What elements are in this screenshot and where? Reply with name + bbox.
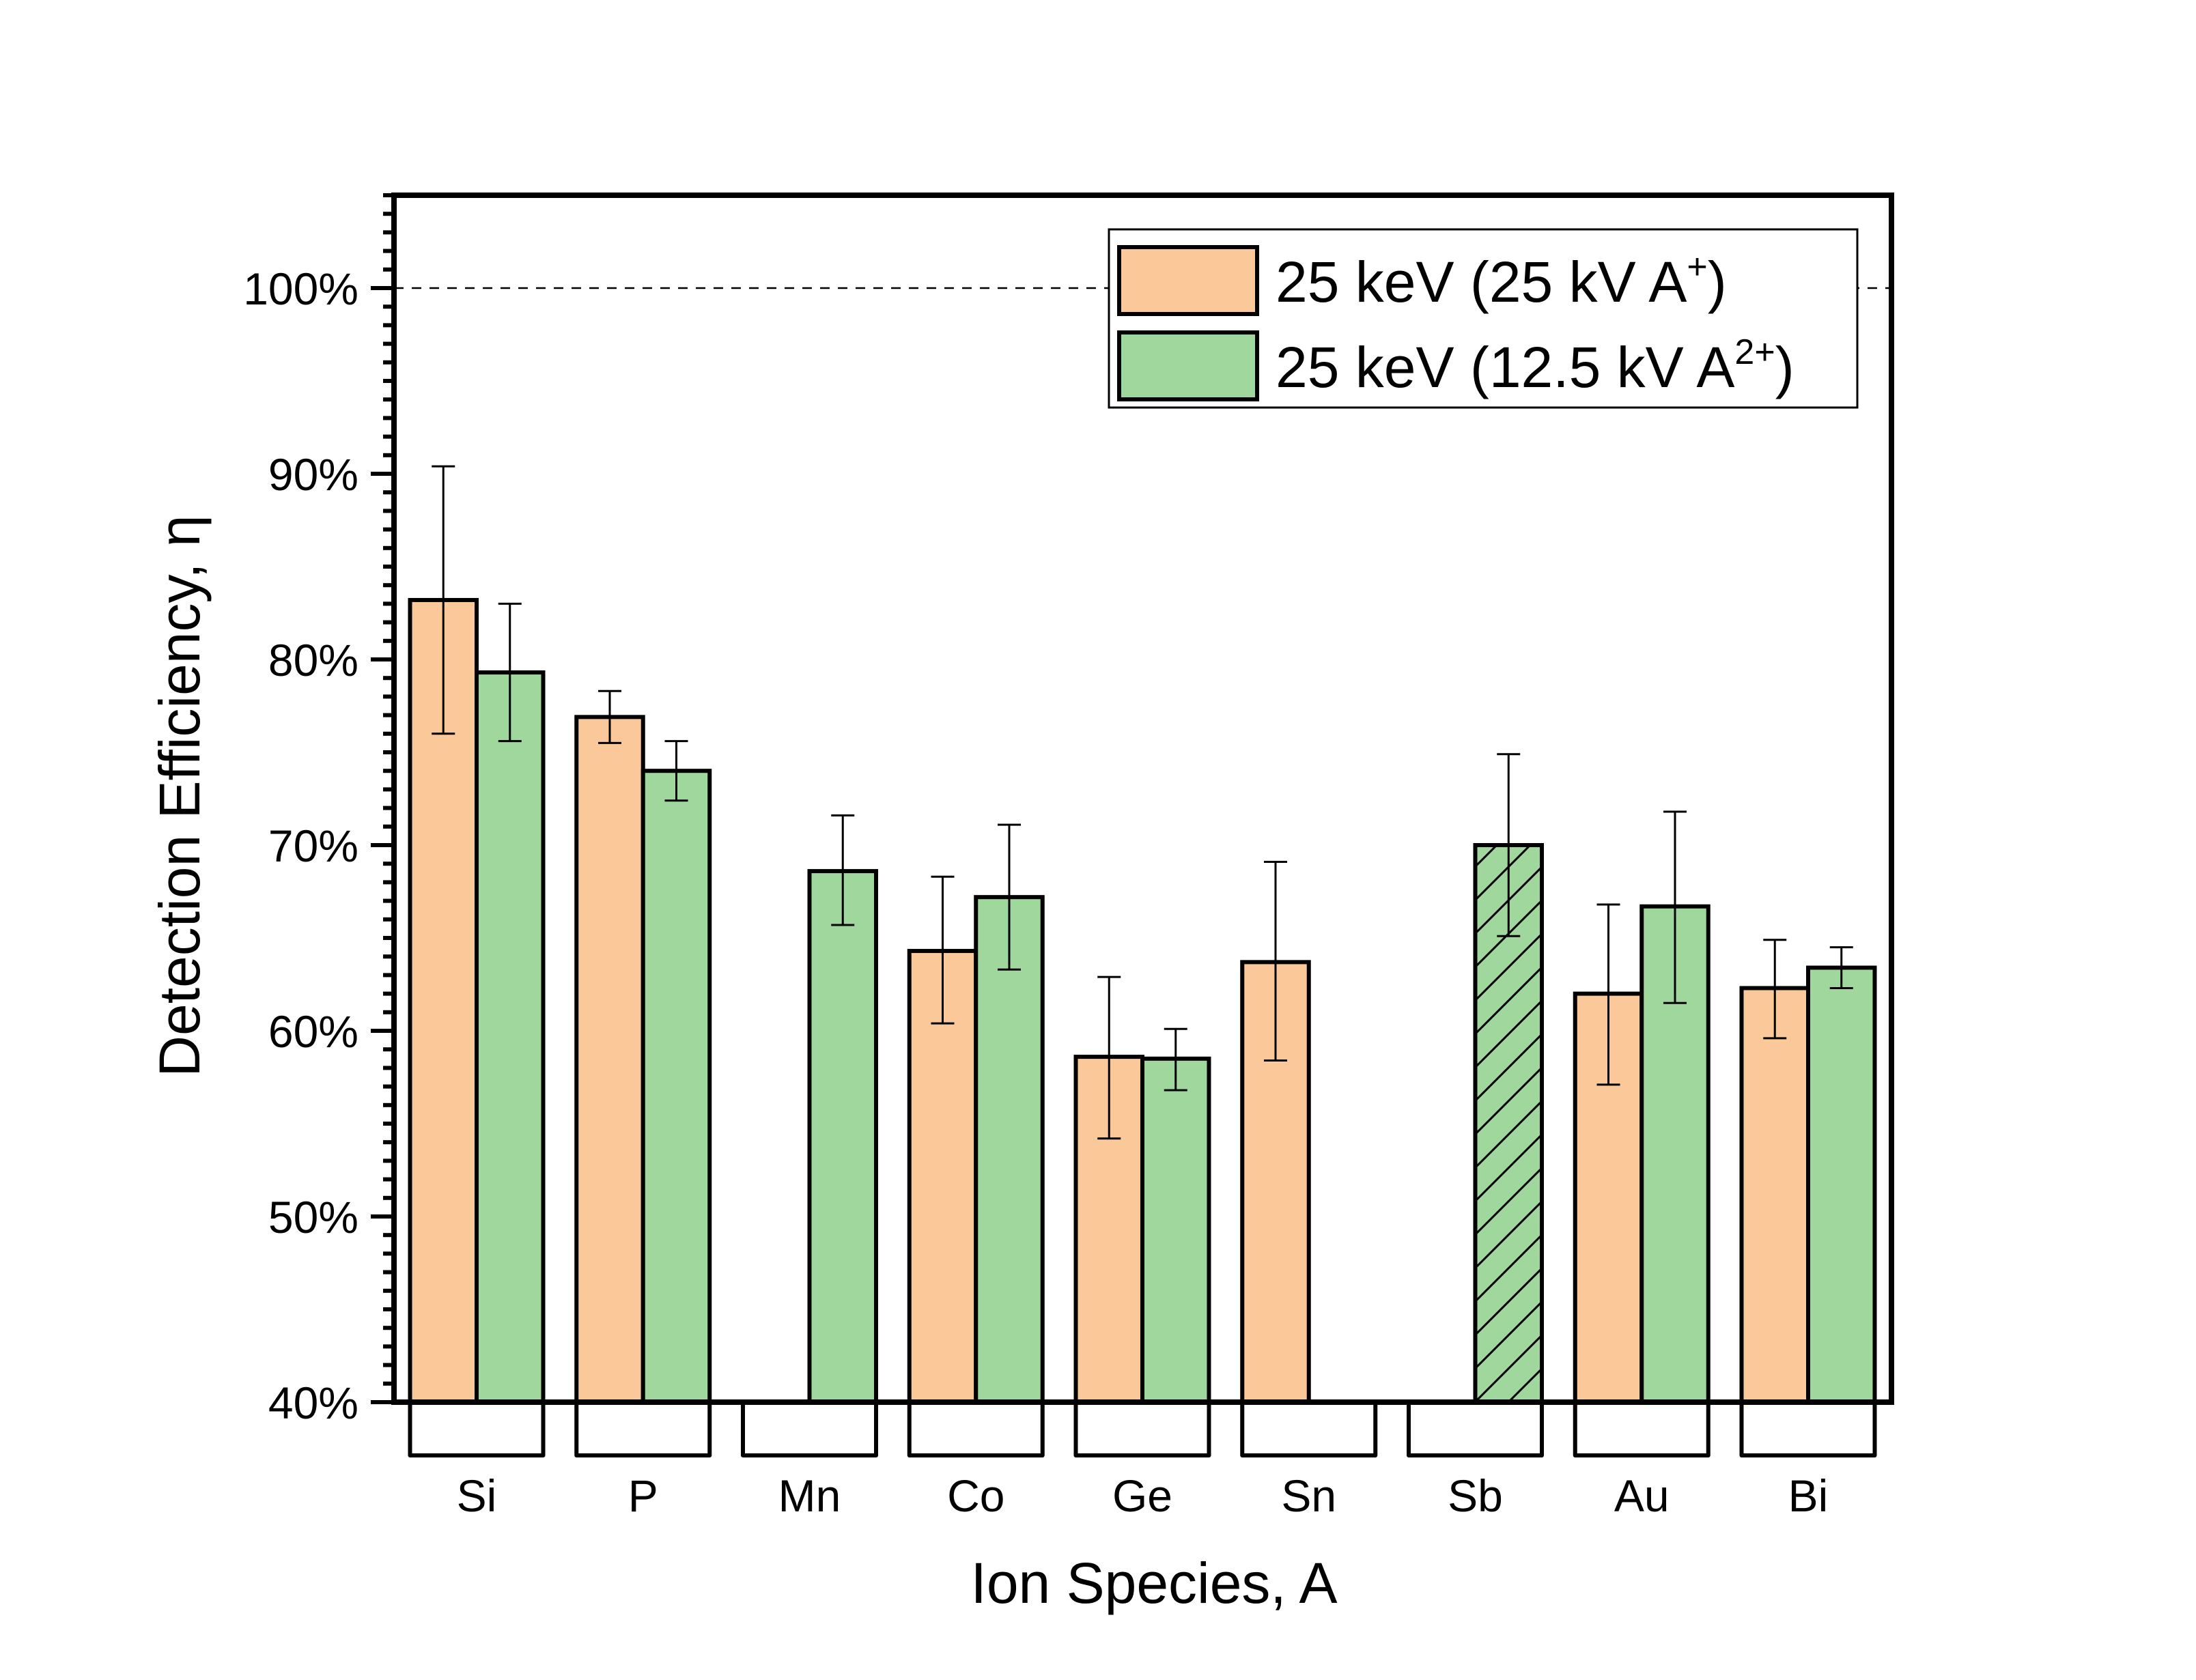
x-category-bracket <box>1240 1402 1378 1457</box>
legend-label-series-2: 25 keV (12.5 kV A2+) <box>1276 332 1794 399</box>
error-bar-au-series-1 <box>1596 903 1620 1086</box>
y-tick-label: 50% <box>268 1192 358 1242</box>
x-category-bracket <box>907 1402 1045 1457</box>
x-tick-label-p: P <box>628 1470 658 1521</box>
bar-ge-series-2 <box>1140 1056 1211 1405</box>
error-bar-p-series-1 <box>598 689 621 744</box>
y-axis: 40% 50% 60% 70% 80% 90% 100% <box>243 193 394 1428</box>
bar-sn-series-1 <box>1240 960 1311 1404</box>
legend-swatch-series-2 <box>1117 330 1259 401</box>
x-category-bracket <box>1073 1402 1211 1457</box>
error-bar-p-series-2 <box>664 740 688 802</box>
x-category-bracket <box>741 1402 878 1457</box>
x-category-bracket <box>1573 1402 1711 1457</box>
x-category-bracket <box>408 1402 546 1457</box>
x-category-bracket <box>1739 1402 1877 1457</box>
x-tick-label-sb: Sb <box>1448 1470 1503 1521</box>
y-tick-label: 60% <box>268 1006 358 1057</box>
y-tick-label: 40% <box>268 1378 358 1428</box>
bar-si-series-2 <box>475 670 546 1404</box>
x-category-bracket <box>574 1402 712 1457</box>
bar-bi-series-2 <box>1806 965 1877 1404</box>
x-tick-label-ge: Ge <box>1112 1470 1172 1521</box>
x-tick-label-au: Au <box>1614 1470 1670 1521</box>
error-bar-ge-series-2 <box>1164 1027 1187 1092</box>
x-axis: Si P Mn Co Ge Sn Sb Au Bi <box>408 1402 1877 1521</box>
error-bar-co-series-2 <box>998 823 1021 971</box>
error-bars-layer <box>432 465 1853 1140</box>
error-bar-si-series-2 <box>498 602 522 743</box>
error-bar-mn-series-2 <box>831 814 855 926</box>
error-bar-au-series-2 <box>1663 810 1687 1004</box>
bar-co-series-2 <box>974 895 1045 1405</box>
error-bar-ge-series-1 <box>1097 976 1121 1140</box>
y-tick-label: 80% <box>268 635 358 685</box>
bar-p-series-2 <box>640 769 712 1404</box>
error-bar-sb-series-2 <box>1497 753 1521 937</box>
legend-label-series-1: 25 keV (25 kV A+) <box>1276 247 1727 314</box>
x-tick-label-mn: Mn <box>778 1470 841 1521</box>
y-tick-label: 90% <box>268 449 358 500</box>
error-bar-co-series-1 <box>931 875 955 1025</box>
error-bar-si-series-1 <box>432 465 455 735</box>
x-category-bracket <box>1407 1402 1544 1457</box>
y-tick-label: 70% <box>268 821 358 871</box>
y-tick-label: 100% <box>243 264 358 314</box>
error-bar-bi-series-1 <box>1763 939 1787 1040</box>
bars-layer <box>408 597 1877 1405</box>
y-axis-title: Detection Efficiency, η <box>147 515 212 1077</box>
legend-swatch-series-1 <box>1117 245 1259 316</box>
x-tick-label-co: Co <box>947 1470 1004 1521</box>
error-bar-bi-series-2 <box>1829 946 1853 989</box>
x-tick-label-sn: Sn <box>1281 1470 1336 1521</box>
x-tick-label-si: Si <box>457 1470 497 1521</box>
bar-bi-series-1 <box>1739 986 1810 1404</box>
x-axis-title: Ion Species, A <box>970 1551 1337 1615</box>
bar-p-series-1 <box>574 715 645 1404</box>
legend: 25 keV (25 kV A+) 25 keV (12.5 kV A2+) <box>1108 228 1859 409</box>
error-bar-sn-series-1 <box>1264 860 1287 1062</box>
x-tick-label-bi: Bi <box>1788 1470 1829 1521</box>
bar-mn-series-2 <box>807 869 878 1404</box>
plot-frame <box>391 193 1894 1405</box>
